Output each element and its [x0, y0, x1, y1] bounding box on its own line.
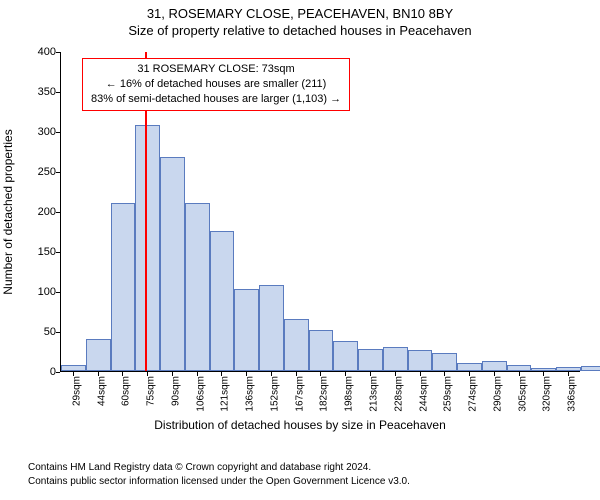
y-tick-label: 100 — [16, 286, 56, 298]
histogram-bar — [185, 203, 210, 371]
x-tick-label: 152sqm — [269, 376, 280, 412]
x-tick-label: 259sqm — [443, 376, 454, 412]
histogram-bar — [432, 353, 457, 371]
histogram-bar — [482, 361, 507, 371]
annotation-box: 31 ROSEMARY CLOSE: 73sqm← 16% of detache… — [82, 58, 350, 111]
x-tick-label: 320sqm — [542, 376, 553, 412]
histogram-bar — [333, 341, 358, 371]
y-tick-label: 50 — [16, 326, 56, 338]
histogram-bar — [111, 203, 136, 371]
x-tick-label: 290sqm — [492, 376, 503, 412]
x-tick-label: 121sqm — [220, 376, 231, 412]
x-tick-label: 136sqm — [245, 376, 256, 412]
y-tick-mark — [56, 132, 60, 133]
y-tick-mark — [56, 292, 60, 293]
x-tick-label: 167sqm — [294, 376, 305, 412]
x-tick-label: 182sqm — [319, 376, 330, 412]
histogram-bar — [160, 157, 185, 371]
x-tick-label: 106sqm — [195, 376, 206, 412]
footer-line-1: Contains HM Land Registry data © Crown c… — [28, 461, 410, 475]
y-tick-label: 150 — [16, 246, 56, 258]
histogram-bar — [383, 347, 408, 371]
histogram-bar — [408, 350, 433, 371]
histogram-bar — [531, 368, 556, 371]
histogram-bar — [259, 285, 284, 371]
histogram-bar — [457, 363, 482, 371]
x-tick-label: 228sqm — [393, 376, 404, 412]
y-axis-label: Number of detached properties — [1, 129, 15, 294]
histogram-bar — [61, 365, 86, 371]
footer-line-2: Contains public sector information licen… — [28, 475, 410, 489]
y-tick-label: 300 — [16, 126, 56, 138]
y-tick-label: 250 — [16, 166, 56, 178]
x-tick-label: 60sqm — [121, 376, 132, 406]
y-tick-label: 200 — [16, 206, 56, 218]
histogram-bar — [234, 289, 259, 371]
histogram-bar — [86, 339, 111, 371]
x-tick-label: 90sqm — [170, 376, 181, 406]
x-tick-label: 274sqm — [468, 376, 479, 412]
y-tick-mark — [56, 252, 60, 253]
histogram-bar — [210, 231, 235, 371]
y-tick-label: 350 — [16, 86, 56, 98]
histogram-bar — [507, 365, 532, 371]
chart-container: Number of detached properties Distributi… — [0, 42, 600, 438]
y-tick-mark — [56, 52, 60, 53]
x-axis-label: Distribution of detached houses by size … — [0, 418, 600, 432]
histogram-bar — [556, 367, 581, 371]
y-tick-mark — [56, 172, 60, 173]
x-tick-label: 336sqm — [567, 376, 578, 412]
chart-title: Size of property relative to detached ho… — [0, 21, 600, 42]
x-tick-label: 305sqm — [517, 376, 528, 412]
histogram-bar — [358, 349, 383, 371]
chart-supertitle: 31, ROSEMARY CLOSE, PEACEHAVEN, BN10 8BY — [0, 0, 600, 21]
x-tick-label: 29sqm — [71, 376, 82, 406]
histogram-bar — [284, 319, 309, 371]
x-tick-label: 198sqm — [344, 376, 355, 412]
footer-attribution: Contains HM Land Registry data © Crown c… — [28, 461, 410, 488]
x-tick-label: 244sqm — [418, 376, 429, 412]
annotation-line: 31 ROSEMARY CLOSE: 73sqm — [91, 62, 341, 77]
y-tick-label: 0 — [16, 366, 56, 378]
y-tick-mark — [56, 212, 60, 213]
annotation-line: ← 16% of detached houses are smaller (21… — [91, 77, 341, 92]
y-tick-label: 400 — [16, 46, 56, 58]
x-tick-label: 75sqm — [146, 376, 157, 406]
y-tick-mark — [56, 372, 60, 373]
y-tick-mark — [56, 92, 60, 93]
annotation-line: 83% of semi-detached houses are larger (… — [91, 92, 341, 107]
histogram-bar — [135, 125, 160, 371]
histogram-bar — [309, 330, 334, 371]
x-tick-label: 44sqm — [96, 376, 107, 406]
histogram-bar — [581, 366, 600, 371]
y-tick-mark — [56, 332, 60, 333]
x-tick-label: 213sqm — [368, 376, 379, 412]
